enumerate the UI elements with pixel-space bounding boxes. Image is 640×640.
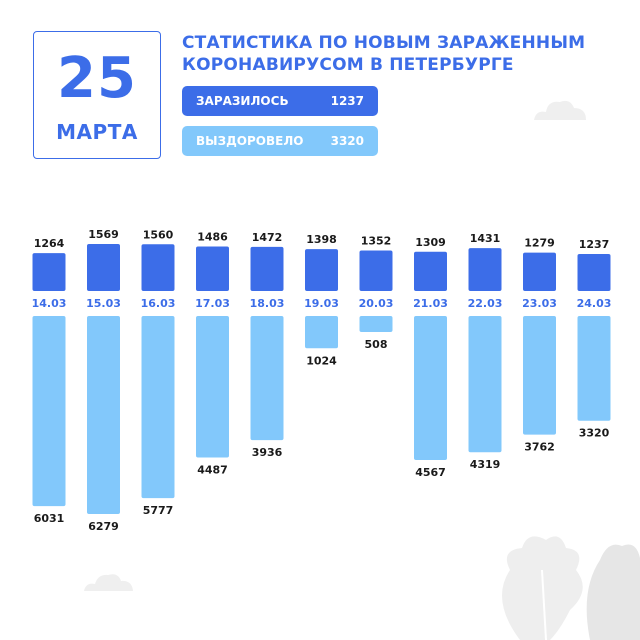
recovered-bar	[141, 316, 175, 499]
date-tick-label: 18.03	[250, 297, 285, 310]
date-box: 25 МАРТА	[33, 31, 161, 159]
date-tick-label: 16.03	[141, 297, 176, 310]
infected-value-label: 1486	[197, 230, 228, 243]
infected-value-label: 1398	[306, 233, 337, 246]
date-tick-label: 17.03	[195, 297, 230, 310]
infected-bar	[523, 252, 556, 291]
infected-value-label: 1309	[415, 236, 446, 249]
recovered-value-label: 5777	[143, 504, 174, 517]
recovered-value-label: 3320	[579, 427, 610, 440]
recovered-value-label: 4487	[197, 463, 228, 476]
cloud-icon	[534, 100, 586, 120]
infected-value-label: 1569	[88, 228, 119, 241]
recovered-value-label: 508	[365, 338, 388, 351]
recovered-bar	[468, 316, 502, 453]
infected-value-label: 1431	[470, 232, 501, 245]
title-line-2: КОРОНАВИРУСОМ В ПЕТЕРБУРГЕ	[182, 55, 514, 75]
recovered-bar	[523, 316, 556, 435]
infected-bar	[305, 249, 338, 291]
recovered-value-label: 4567	[415, 466, 446, 479]
recovered-value-label: 4319	[470, 458, 501, 471]
legend-infected-value: 1237	[330, 94, 364, 108]
title-line-1: СТАТИСТИКА ПО НОВЫМ ЗАРАЖЕННЫМ	[182, 33, 586, 53]
date-tick-label: 22.03	[468, 297, 503, 310]
recovered-bar	[414, 316, 447, 461]
legend-infected: ЗАРАЗИЛОСЬ 1237	[182, 86, 378, 116]
page-title: СТАТИСТИКА ПО НОВЫМ ЗАРАЖЕННЫМ КОРОНАВИР…	[182, 32, 622, 76]
legend-infected-label: ЗАРАЗИЛОСЬ	[196, 94, 289, 108]
infected-bar	[32, 253, 66, 291]
infected-value-label: 1264	[34, 237, 65, 250]
infected-bar	[577, 253, 611, 291]
legend-recovered-value: 3320	[330, 134, 364, 148]
infected-value-label: 1279	[524, 237, 555, 250]
date-tick-label: 15.03	[86, 297, 121, 310]
recovered-bar	[32, 316, 66, 507]
leaf-icon	[502, 536, 640, 640]
recovered-bar	[577, 316, 611, 421]
legend-recovered: ВЫЗДОРОВЕЛО 3320	[182, 126, 378, 156]
infected-value-label: 1560	[143, 228, 174, 241]
recovered-bar	[196, 316, 229, 458]
infected-bar	[196, 246, 229, 291]
infected-value-label: 1352	[361, 235, 392, 248]
recovered-value-label: 3762	[524, 441, 555, 454]
recovered-bar	[87, 316, 120, 514]
date-tick-label: 19.03	[304, 297, 339, 310]
infected-value-label: 1472	[252, 231, 283, 244]
recovered-value-label: 6279	[88, 520, 119, 533]
recovered-bar	[305, 316, 338, 349]
recovered-bar	[359, 316, 393, 333]
infected-bar	[414, 251, 447, 291]
infected-bar	[468, 248, 502, 291]
date-tick-label: 14.03	[32, 297, 67, 310]
infected-bar	[141, 244, 175, 291]
date-tick-label: 20.03	[359, 297, 394, 310]
date-tick-label: 23.03	[522, 297, 557, 310]
infected-value-label: 1237	[579, 238, 610, 251]
infected-bar	[359, 250, 393, 291]
recovered-value-label: 1024	[306, 354, 337, 367]
date-tick-label: 21.03	[413, 297, 448, 310]
infected-bar	[87, 244, 120, 291]
date-tick-label: 24.03	[577, 297, 612, 310]
recovered-bar	[250, 316, 284, 441]
cloud-icon	[84, 574, 133, 591]
date-day: 25	[57, 46, 137, 111]
recovered-value-label: 3936	[252, 446, 283, 459]
legend-recovered-label: ВЫЗДОРОВЕЛО	[196, 134, 304, 148]
infected-bar	[250, 246, 284, 291]
date-month: МАРТА	[56, 120, 138, 144]
recovered-value-label: 6031	[34, 512, 65, 525]
